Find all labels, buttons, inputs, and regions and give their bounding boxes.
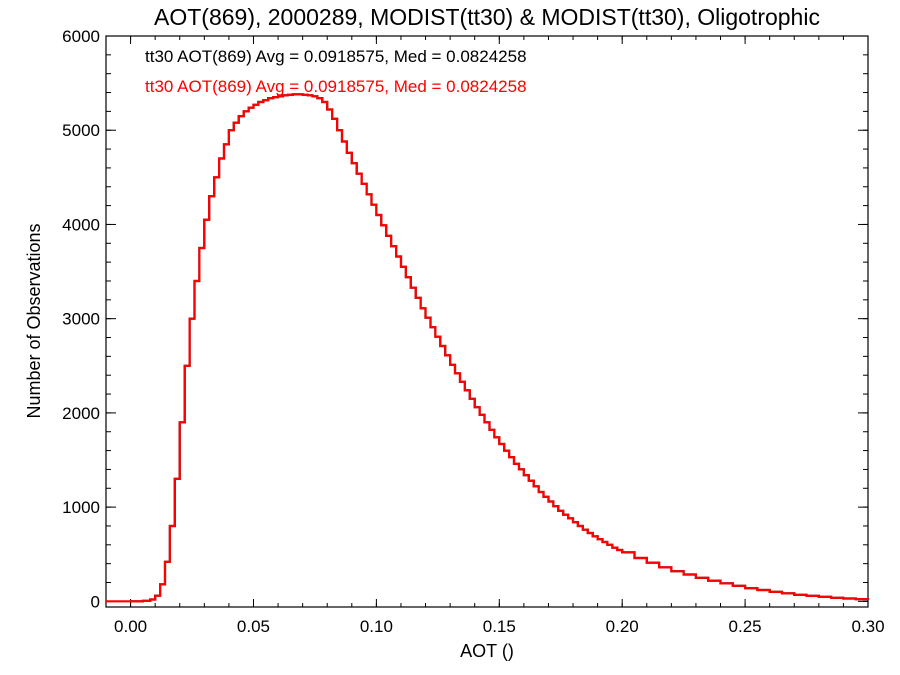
y-tick-label: 3000 <box>62 310 100 329</box>
y-axis-label: Number of Observations <box>24 223 44 418</box>
y-tick-label: 5000 <box>62 121 100 140</box>
y-tick-label: 0 <box>91 592 100 611</box>
y-tick-label: 1000 <box>62 498 100 517</box>
x-tick-label: 0.00 <box>114 617 147 636</box>
x-tick-label: 0.25 <box>729 617 762 636</box>
x-tick-label: 0.15 <box>483 617 516 636</box>
x-tick-label: 0.20 <box>606 617 639 636</box>
series-lines <box>106 93 870 603</box>
x-axis-label: AOT () <box>460 641 514 661</box>
legend-entry-red: tt30 AOT(869) Avg = 0.0918575, Med = 0.0… <box>145 77 527 96</box>
x-tick-label: 0.05 <box>237 617 270 636</box>
y-axis: 0 1000 2000 3000 4000 5000 6000 <box>62 27 868 611</box>
x-axis: 0.00 0.05 0.10 0.15 0.20 0.25 0.30 <box>105 36 885 636</box>
legend-entry-black: tt30 AOT(869) Avg = 0.0918575, Med = 0.0… <box>145 47 527 66</box>
x-tick-label: 0.10 <box>360 617 393 636</box>
y-tick-label: 4000 <box>62 215 100 234</box>
y-tick-label: 2000 <box>62 404 100 423</box>
series-line-0 <box>130 93 870 603</box>
series-line-1 <box>106 93 870 603</box>
x-tick-label: 0.30 <box>851 617 884 636</box>
plot-frame <box>105 35 869 608</box>
y-tick-label: 6000 <box>62 27 100 46</box>
chart-title: AOT(869), 2000289, MODIST(tt30) & MODIST… <box>154 4 820 30</box>
